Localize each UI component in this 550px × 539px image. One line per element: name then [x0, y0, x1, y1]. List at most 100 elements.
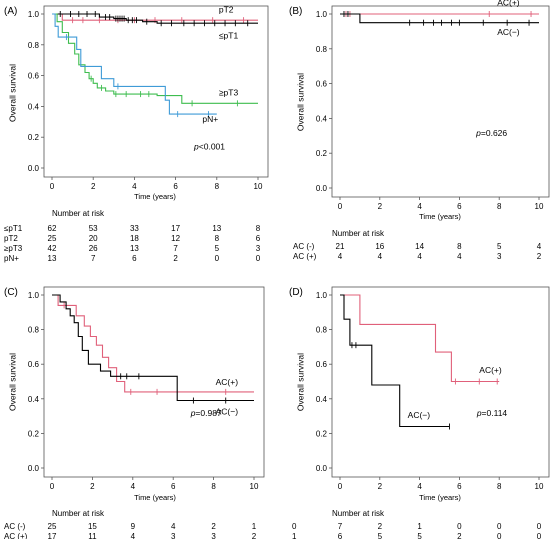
- y-tick-label: 0.0: [316, 464, 328, 473]
- y-tick-label: 0.8: [28, 41, 40, 50]
- risk-value: 33: [130, 224, 139, 233]
- x-tick-label: 2: [378, 482, 383, 491]
- risk-value: 13: [130, 244, 139, 253]
- x-tick-label: 8: [497, 202, 502, 211]
- risk-value: 5: [417, 532, 422, 539]
- risk-value: 5: [497, 242, 502, 251]
- risk-value: 4: [171, 522, 176, 531]
- plot-frame: [331, 286, 550, 478]
- series-line-1: [52, 294, 254, 402]
- series-annotation: ≤pT1: [219, 31, 239, 41]
- risk-value: 13: [212, 224, 221, 233]
- y-tick-label: 0.6: [316, 80, 328, 89]
- x-tick-label: 0: [338, 482, 343, 491]
- risk-value: 7: [338, 522, 343, 531]
- p-value-text: =0.987: [195, 408, 222, 418]
- risk-value: 8: [215, 234, 220, 243]
- y-tick-label: 0.4: [28, 102, 40, 111]
- risk-value: 2: [211, 522, 216, 531]
- y-tick-label: 1.0: [28, 291, 40, 300]
- risk-value: 0: [256, 254, 261, 263]
- risk-value: 4: [457, 252, 462, 261]
- series-line-2: [52, 13, 258, 104]
- series-annotation: AC(−): [408, 410, 431, 420]
- panel-label: (A): [4, 6, 17, 17]
- x-tick-label: 8: [211, 482, 216, 491]
- p-value: p=0.114: [476, 408, 508, 418]
- series-annotation: AC(−): [216, 406, 239, 416]
- y-axis-label: Overall survival: [295, 353, 305, 411]
- risk-value: 2: [173, 254, 178, 263]
- risk-table-title: Number at risk: [52, 509, 105, 518]
- risk-value: 4: [537, 242, 542, 251]
- risk-table-title: Number at risk: [332, 509, 385, 518]
- risk-value: 14: [415, 242, 424, 251]
- series-annotation: AC(+): [216, 377, 239, 387]
- y-tick-label: 0.2: [316, 429, 328, 438]
- risk-value: 5: [378, 532, 383, 539]
- risk-value: 4: [417, 252, 422, 261]
- risk-value: 21: [336, 242, 345, 251]
- risk-row-label: AC (-): [4, 522, 26, 531]
- risk-value: 1: [417, 522, 422, 531]
- y-tick-label: 0.2: [28, 133, 40, 142]
- risk-value: 1: [252, 522, 257, 531]
- risk-value: 8: [457, 242, 462, 251]
- risk-value: 15: [88, 522, 97, 531]
- risk-value: 12: [171, 234, 180, 243]
- risk-value: 2: [457, 532, 462, 539]
- x-tick-label: 6: [173, 182, 178, 191]
- risk-value: 3: [256, 244, 261, 253]
- risk-value: 17: [48, 532, 57, 539]
- risk-value: 5: [215, 244, 220, 253]
- x-tick-label: 2: [90, 482, 95, 491]
- plot-frame: [43, 5, 269, 178]
- p-value-prefix: p: [193, 142, 199, 152]
- x-tick-label: 4: [132, 182, 137, 191]
- risk-value: 42: [48, 244, 57, 253]
- risk-row-label: pT2: [4, 234, 18, 243]
- p-value: p=0.987: [190, 408, 222, 418]
- y-tick-label: 0.6: [28, 360, 40, 369]
- panel-label: (C): [4, 287, 18, 298]
- risk-table-title: Number at risk: [332, 229, 385, 238]
- plot-frame: [43, 286, 265, 478]
- series-annotation: pN+: [202, 114, 218, 124]
- x-tick-label: 4: [417, 202, 422, 211]
- x-tick-label: 8: [215, 182, 220, 191]
- y-tick-label: 0.2: [316, 149, 328, 158]
- risk-value: 17: [171, 224, 180, 233]
- plot-frame: [331, 5, 550, 198]
- risk-value: 7: [173, 244, 178, 253]
- risk-row-label: AC (+): [293, 252, 317, 261]
- risk-value: 0: [457, 522, 462, 531]
- series-line-1: [52, 13, 258, 24]
- x-tick-label: 6: [171, 482, 176, 491]
- x-axis-label: Time (years): [134, 192, 176, 201]
- risk-value: 6: [256, 234, 261, 243]
- series-annotation: AC(+): [479, 365, 502, 375]
- x-tick-label: 0: [50, 482, 55, 491]
- y-tick-label: 0.8: [28, 326, 40, 335]
- risk-row-label: AC (-): [293, 242, 315, 251]
- x-tick-label: 6: [457, 202, 462, 211]
- risk-value: 8: [256, 224, 261, 233]
- risk-value: 2: [252, 532, 257, 539]
- y-tick-label: 1.0: [28, 10, 40, 19]
- risk-value: 18: [130, 234, 139, 243]
- y-tick-label: 1.0: [316, 291, 328, 300]
- y-tick-label: 0.4: [316, 395, 328, 404]
- y-tick-label: 0.0: [316, 184, 328, 193]
- risk-value: 3: [211, 532, 216, 539]
- y-tick-label: 0.4: [316, 114, 328, 123]
- risk-value: 62: [48, 224, 57, 233]
- x-tick-label: 0: [338, 202, 343, 211]
- series-annotation: AC(−): [497, 27, 520, 37]
- risk-value: 26: [89, 244, 98, 253]
- x-tick-label: 0: [50, 182, 55, 191]
- risk-table-title: Number at risk: [52, 209, 105, 218]
- y-axis-label: Overall survival: [295, 73, 305, 131]
- x-tick-label: 8: [497, 482, 502, 491]
- y-tick-label: 0.6: [316, 360, 328, 369]
